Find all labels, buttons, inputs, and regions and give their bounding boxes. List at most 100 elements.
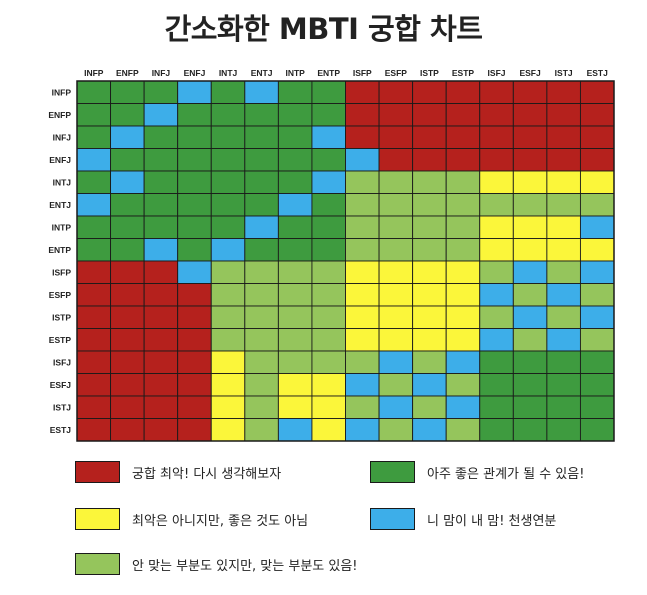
heatmap-cell	[512, 193, 548, 217]
heatmap-cell	[210, 283, 246, 307]
legend-item: 안 맞는 부분도 있지만, 맞는 부분도 있음!	[75, 553, 358, 575]
heatmap-cell	[512, 283, 548, 307]
heatmap-cell	[412, 328, 447, 352]
heatmap-cell	[277, 148, 313, 172]
heatmap-cell	[579, 103, 615, 127]
column-label: ISFJ	[488, 68, 506, 78]
heatmap-cell	[345, 238, 380, 262]
heatmap-cell	[311, 350, 346, 374]
heatmap-cell	[177, 215, 212, 239]
heatmap-cell	[277, 193, 313, 217]
heatmap-cell	[143, 103, 179, 127]
heatmap-cell	[546, 238, 581, 262]
heatmap-cell	[512, 103, 548, 127]
heatmap-cell	[244, 305, 279, 329]
heatmap-cell	[579, 418, 615, 442]
heatmap-cell	[546, 283, 581, 307]
heatmap-cell	[311, 418, 346, 442]
heatmap-cell	[479, 328, 514, 352]
heatmap-cell	[345, 283, 380, 307]
heatmap-cell	[546, 350, 581, 374]
legend-item: 궁합 최악! 다시 생각해보자	[75, 461, 281, 483]
heatmap-cell	[512, 395, 548, 419]
heatmap-cell	[546, 305, 581, 329]
row-label: ESFJ	[50, 380, 72, 390]
legend-swatch	[370, 461, 415, 483]
heatmap-cell	[110, 328, 145, 352]
heatmap-cell	[378, 170, 414, 194]
heatmap-cell	[378, 283, 414, 307]
heatmap-cell	[512, 350, 548, 374]
heatmap-cell	[445, 215, 481, 239]
legend-swatch	[75, 508, 120, 530]
heatmap-cell	[479, 418, 514, 442]
heatmap-cell	[345, 148, 380, 172]
heatmap-cell	[345, 215, 380, 239]
heatmap-cell	[177, 418, 212, 442]
row-label: INTP	[52, 222, 72, 232]
heatmap-cell	[76, 170, 112, 194]
heatmap-cell	[345, 260, 380, 284]
heatmap-cell	[277, 170, 313, 194]
heatmap-cell	[546, 148, 581, 172]
heatmap-cell	[311, 103, 346, 127]
heatmap-cell	[378, 215, 414, 239]
heatmap-cell	[110, 148, 145, 172]
heatmap-cell	[512, 260, 548, 284]
heatmap-cell	[479, 125, 514, 149]
heatmap-cell	[378, 103, 414, 127]
heatmap-cell	[177, 305, 212, 329]
heatmap-cell	[110, 305, 145, 329]
legend-label: 아주 좋은 관계가 될 수 있음!	[427, 466, 585, 482]
heatmap-cell	[143, 283, 179, 307]
heatmap-cell	[244, 170, 279, 194]
heatmap-cell	[143, 215, 179, 239]
heatmap-cell	[579, 193, 615, 217]
row-label: ESTJ	[50, 425, 72, 435]
heatmap-cell	[143, 193, 179, 217]
heatmap-cell	[210, 260, 246, 284]
heatmap-cell	[76, 328, 112, 352]
heatmap-cell	[76, 418, 112, 442]
heatmap-cell	[143, 350, 179, 374]
heatmap-cell	[277, 103, 313, 127]
heatmap-cell	[512, 125, 548, 149]
heatmap-cell	[76, 373, 112, 397]
heatmap-cell	[110, 215, 145, 239]
heatmap-cell	[244, 103, 279, 127]
heatmap-cell	[311, 215, 346, 239]
heatmap-cell	[546, 373, 581, 397]
heatmap-cell	[579, 260, 615, 284]
heatmap-cell	[244, 215, 279, 239]
heatmap-cell	[479, 215, 514, 239]
heatmap-cell	[177, 125, 212, 149]
heatmap-cell	[277, 373, 313, 397]
heatmap-cell	[311, 395, 346, 419]
heatmap-cell	[110, 373, 145, 397]
heatmap-cell	[110, 80, 145, 104]
row-label: INFP	[52, 87, 72, 97]
heatmap-cell	[378, 350, 414, 374]
heatmap-cell	[177, 373, 212, 397]
heatmap-cell	[512, 215, 548, 239]
heatmap-cell	[412, 148, 447, 172]
heatmap-cell	[277, 238, 313, 262]
heatmap-cell	[244, 125, 279, 149]
heatmap-cell	[579, 373, 615, 397]
legend-swatch	[75, 553, 120, 575]
heatmap-cell	[345, 103, 380, 127]
heatmap-cell	[345, 328, 380, 352]
heatmap-cell	[177, 170, 212, 194]
heatmap-cell	[579, 328, 615, 352]
heatmap-cell	[143, 395, 179, 419]
heatmap-cell	[210, 238, 246, 262]
heatmap-cell	[210, 80, 246, 104]
legend-label: 니 맘이 내 맘! 천생연분	[427, 513, 557, 529]
heatmap-cell	[378, 418, 414, 442]
heatmap-cell	[311, 238, 346, 262]
heatmap-cell	[546, 125, 581, 149]
heatmap-cell	[311, 193, 346, 217]
column-label: ESTJ	[587, 68, 609, 78]
column-label: ESFJ	[519, 68, 541, 78]
heatmap-cell	[110, 193, 145, 217]
